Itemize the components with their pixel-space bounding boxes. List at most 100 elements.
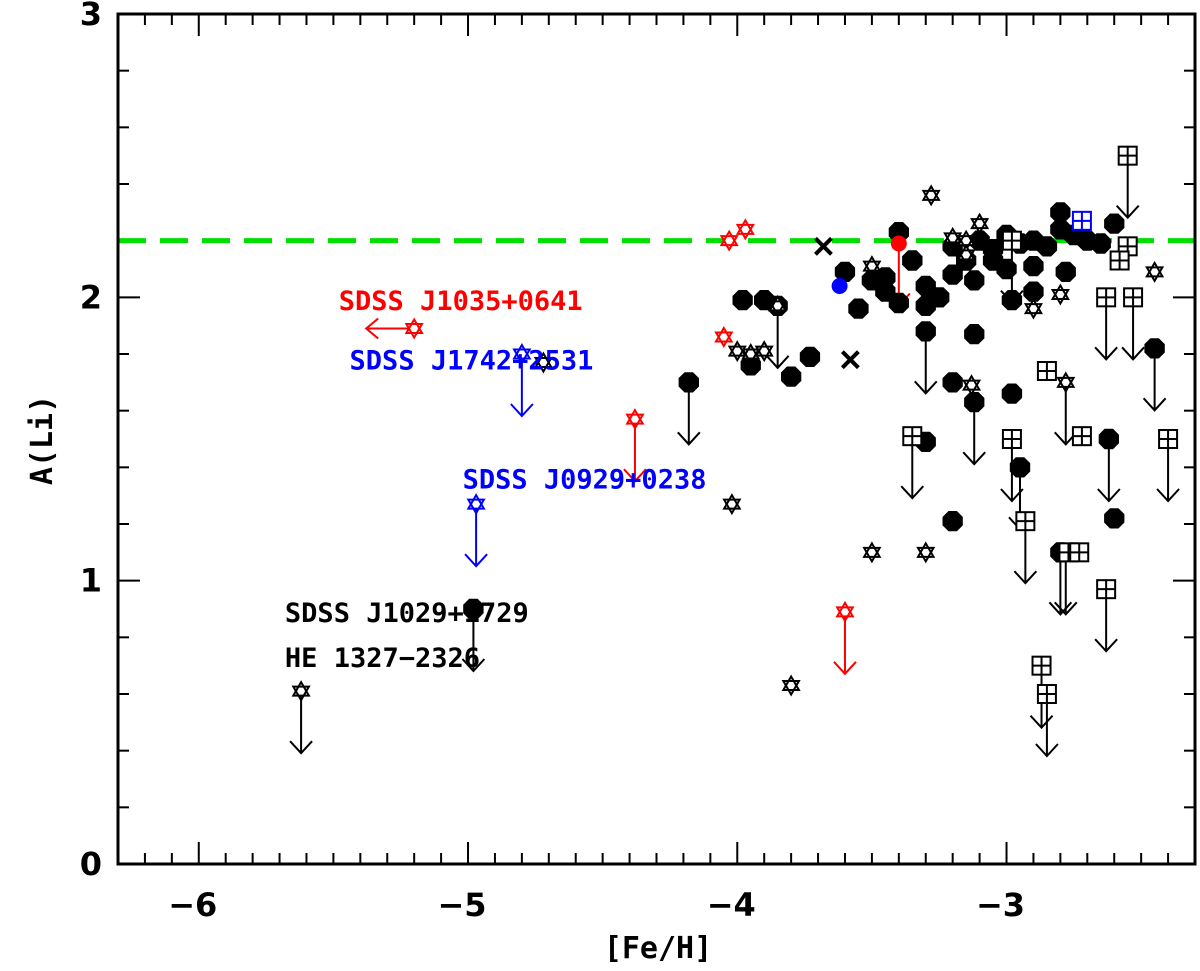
square-cross — [1016, 512, 1035, 531]
square-cross — [1097, 288, 1116, 307]
giants-and-subgiants-point — [1145, 260, 1165, 283]
dwarfs-point — [1036, 236, 1058, 257]
upper-limit-arrow — [1094, 297, 1118, 361]
red-stars-point — [835, 600, 855, 623]
star-triangle-down — [956, 235, 976, 252]
dwarfs-point — [888, 222, 909, 243]
star-triangle-down — [956, 249, 976, 266]
y-tick-label: 0 — [80, 845, 102, 883]
open-squares-point — [1109, 250, 1130, 271]
square-cross — [1002, 231, 1021, 250]
crosses-point — [814, 236, 833, 256]
star-triangle-down — [719, 235, 739, 252]
square-cross — [1110, 251, 1129, 270]
dwarfs-point — [463, 598, 484, 620]
star-triangle-down — [291, 685, 311, 703]
dwarfs-point — [1104, 508, 1125, 529]
dwarfs-point — [1104, 213, 1125, 234]
square-cross — [1072, 211, 1091, 230]
dwarfs-point — [942, 511, 963, 532]
upper-limit-arrow — [1115, 155, 1140, 220]
blue-stars-point — [466, 493, 486, 516]
star-triangle-down — [533, 357, 553, 374]
dwarfs-point — [1055, 261, 1076, 282]
dwarfs-point — [875, 267, 896, 288]
star-triangle-down — [961, 379, 982, 397]
star-triangle-down — [862, 546, 882, 564]
giants-and-subgiants-point — [781, 674, 801, 697]
giants-and-subgiants-point — [916, 541, 936, 564]
dwarfs-point — [1001, 290, 1023, 311]
x-tick-label: −3 — [976, 886, 1025, 924]
open-squares-point — [1001, 230, 1022, 251]
open-squares-point — [902, 426, 923, 447]
dwarfs-point — [848, 298, 869, 319]
star-triangle-down — [714, 331, 734, 349]
dwarfs-point — [1050, 202, 1071, 223]
upper-limit-arrow — [1054, 552, 1078, 616]
square-cross — [1118, 146, 1137, 165]
tick-labels: −6 −5 −4 −3 0 1 2 3 — [80, 0, 1025, 924]
giants-and-subgiants-point — [754, 340, 774, 363]
giants-and-subgiants-point — [970, 212, 990, 235]
dwarfs-point — [799, 346, 821, 367]
dwarfs-point — [982, 250, 1004, 271]
dwarfs-point — [754, 290, 775, 311]
dwarfs-point — [1144, 338, 1165, 359]
star-triangle-down — [835, 606, 855, 623]
star-name-label: SDSS J1035+0641 — [339, 286, 583, 317]
star-triangle-down — [970, 218, 990, 235]
blue-square-point — [1071, 210, 1092, 231]
upper-limit-arrow — [1156, 439, 1180, 503]
upper-limit-arrow — [677, 382, 701, 446]
giants-and-subgiants-point — [943, 226, 963, 249]
dwarfs-point — [942, 264, 963, 285]
dwarfs-point — [942, 372, 963, 393]
star-triangle-down — [921, 189, 941, 207]
star-triangle-down — [512, 348, 532, 366]
square-cross — [1037, 362, 1056, 380]
open-squares-point — [1123, 287, 1144, 308]
upper-limit-arrow — [1013, 521, 1038, 585]
square-cross — [1002, 430, 1021, 448]
upper-limit-arrow — [461, 609, 486, 673]
open-squares-point — [1015, 511, 1036, 532]
blue-dot-point — [831, 278, 848, 294]
open-squares-point — [1117, 145, 1138, 166]
upper-limit-arrow — [962, 402, 986, 466]
dwarfs-point — [964, 324, 985, 345]
star-triangle-down — [1023, 303, 1043, 320]
open-squares-point — [1096, 579, 1117, 600]
star-triangle-down — [466, 498, 486, 516]
red-stars-point — [625, 408, 645, 431]
square-cross — [1097, 580, 1116, 599]
giants-and-subgiants-point — [533, 351, 553, 374]
giants-and-subgiants-point — [956, 243, 976, 266]
star-triangle-down — [727, 345, 747, 363]
x-tick-label: −6 — [168, 886, 217, 924]
giants-and-subgiants-point — [741, 342, 761, 366]
crosses-point — [840, 350, 860, 370]
square-cross — [903, 427, 922, 446]
red-stars-point — [714, 325, 734, 349]
data-points — [291, 145, 1179, 704]
giants-and-subgiants-point — [768, 294, 788, 317]
plot-frame — [116, 12, 1197, 866]
red-stars-point — [719, 229, 739, 252]
square-cross — [1037, 685, 1056, 703]
square-cross — [1032, 656, 1051, 675]
upper-limit-arrow — [1121, 297, 1145, 361]
dwarfs-point — [964, 270, 985, 291]
dwarfs-point — [915, 321, 936, 342]
dwarfs-point — [1090, 233, 1111, 254]
star-triangle-down — [722, 498, 742, 516]
giants-and-subgiants-point — [961, 374, 982, 397]
dwarfs-point — [1001, 383, 1023, 404]
y-tick-label: 1 — [80, 562, 102, 600]
blue-stars-point — [512, 342, 532, 366]
dwarfs-point — [1023, 256, 1044, 277]
giants-and-subgiants-point — [1023, 297, 1043, 320]
star-name-label: SDSS J1742+2531 — [350, 346, 594, 377]
star-triangle-down — [1145, 266, 1165, 283]
open-squares-point — [1036, 684, 1057, 704]
